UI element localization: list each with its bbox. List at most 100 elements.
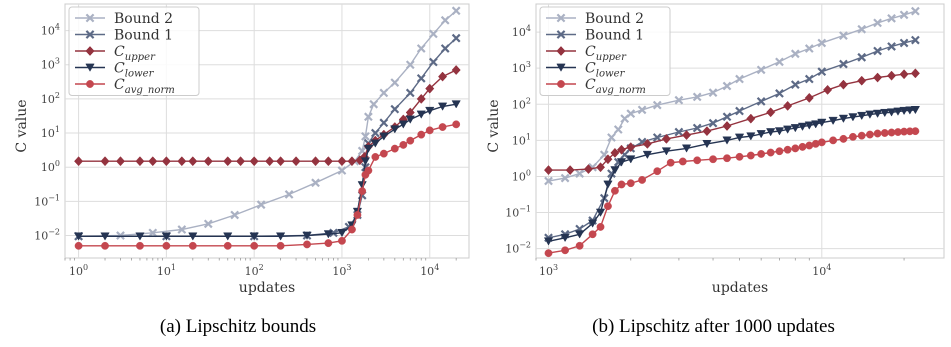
data-point — [451, 33, 461, 43]
data-point — [626, 109, 636, 119]
data-point — [405, 88, 415, 98]
data-point — [337, 228, 347, 238]
data-point — [371, 153, 380, 161]
data-point — [451, 100, 461, 109]
series-c-avg-norm — [544, 127, 920, 258]
series-c-upper — [543, 68, 920, 176]
data-point — [595, 162, 606, 173]
y-tick-label: 101 — [512, 132, 531, 147]
data-point — [880, 108, 890, 118]
data-point — [823, 84, 833, 95]
data-point — [899, 106, 909, 116]
data-point — [722, 81, 732, 91]
data-point — [893, 107, 903, 116]
data-point — [311, 178, 320, 188]
data-point — [783, 100, 793, 111]
data-point — [735, 74, 744, 84]
x-tick-label: 104 — [420, 263, 439, 278]
data-point — [899, 10, 909, 20]
data-point — [588, 230, 597, 239]
data-point — [766, 107, 776, 118]
series-c-lower — [543, 106, 921, 246]
data-point — [587, 219, 598, 228]
data-point — [177, 225, 187, 234]
data-point — [425, 106, 435, 116]
data-point — [406, 136, 415, 145]
legend-entry: Cavg_norm — [75, 77, 175, 96]
data-point — [722, 136, 732, 145]
legend-entry: Clower — [75, 61, 155, 80]
data-point — [595, 208, 606, 217]
legend-box — [539, 6, 671, 96]
data-point — [756, 97, 766, 106]
legend-label: Clower — [114, 61, 155, 80]
data-point — [74, 241, 83, 250]
data-point — [607, 133, 616, 142]
data-point — [775, 57, 784, 67]
data-point — [722, 112, 732, 122]
data-point — [708, 118, 718, 128]
data-point — [291, 156, 301, 167]
y-tick-label: 102 — [41, 91, 60, 106]
data-point — [360, 157, 371, 166]
data-point — [626, 179, 635, 188]
data-point — [849, 132, 857, 141]
data-point — [379, 88, 389, 98]
y-tick-label: 103 — [512, 60, 531, 75]
data-point — [899, 69, 909, 80]
data-point — [626, 155, 636, 164]
data-point — [613, 125, 623, 134]
data-point — [603, 180, 613, 189]
data-point — [702, 140, 712, 149]
panel-b: 103 104 10−2 10−1 100 101 102 103 104 Bound 2 Boun… — [476, 0, 951, 347]
data-point — [115, 156, 126, 167]
data-point — [709, 155, 717, 164]
y-axis-label: C value — [14, 99, 30, 153]
data-point — [148, 156, 158, 167]
data-point — [642, 138, 652, 149]
data-point — [804, 92, 814, 103]
data-point — [828, 116, 838, 126]
data-point — [249, 232, 259, 241]
data-point — [544, 176, 553, 186]
data-point — [390, 125, 400, 134]
data-point — [440, 44, 450, 53]
data-point — [866, 130, 874, 139]
data-point — [805, 141, 814, 150]
data-point — [873, 46, 882, 56]
data-point — [565, 165, 575, 176]
legend-label: Bound 1 — [114, 28, 173, 44]
caption-a: (a) Lipschitz bounds — [159, 316, 317, 337]
data-point — [756, 65, 766, 75]
data-point — [177, 156, 187, 167]
data-point — [865, 110, 875, 119]
legend-label: Cavg_norm — [114, 77, 175, 96]
data-point — [438, 71, 448, 82]
data-point — [887, 42, 896, 51]
data-point — [857, 24, 867, 34]
data-point — [839, 59, 848, 69]
data-point — [583, 164, 593, 175]
data-point — [452, 120, 461, 129]
data-point — [766, 128, 776, 137]
legend-label: Cupper — [114, 44, 156, 63]
data-point — [611, 186, 619, 195]
data-point — [416, 93, 426, 104]
data-point — [702, 126, 712, 137]
data-point — [872, 109, 883, 118]
data-point — [429, 57, 438, 67]
y-tick-label: 10−2 — [34, 228, 60, 243]
data-point — [302, 231, 312, 240]
data-point — [560, 233, 570, 243]
data-point — [337, 156, 347, 167]
data-point — [817, 138, 826, 147]
data-point — [398, 120, 408, 129]
data-point — [440, 15, 450, 25]
data-point — [653, 167, 662, 176]
legend-marker — [85, 13, 95, 23]
data-point — [379, 132, 389, 141]
data-point — [543, 165, 554, 176]
data-point — [101, 241, 109, 250]
data-point — [642, 150, 652, 160]
